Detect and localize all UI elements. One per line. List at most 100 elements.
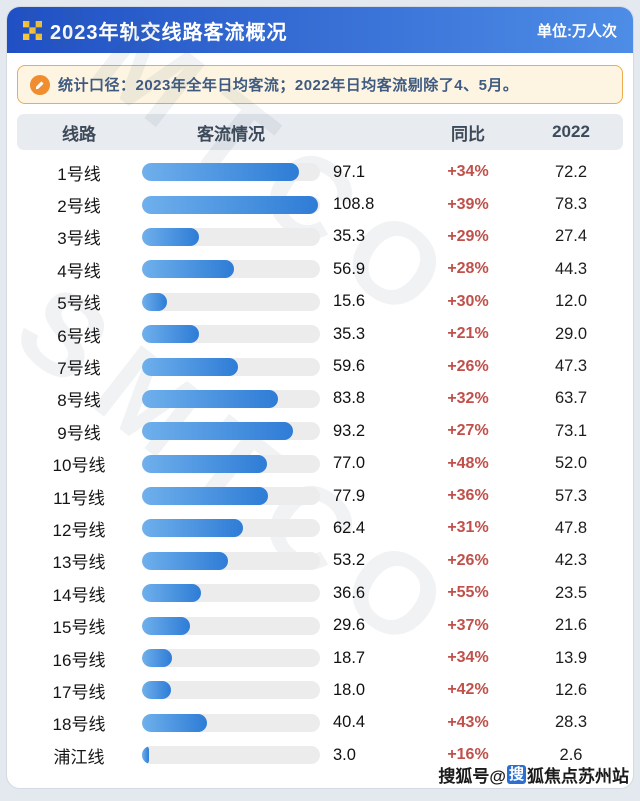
note-banner: 统计口径：2023年全年日均客流；2022年日均客流剔除了4、5月。 [17, 65, 623, 104]
flow-value: 56.9 [333, 259, 366, 278]
flow-bar [142, 389, 278, 408]
sohu-logo-badge: 搜 [506, 765, 526, 784]
yoy-value: +37% [447, 616, 489, 634]
prev-value: 72.2 [554, 162, 588, 181]
infographic-card: SMTCO SMTCO 2023年轨交线路客流概况 单位:万人次 统计口径 [6, 6, 634, 789]
yoy-value: +42% [447, 681, 489, 699]
flow-bar [142, 227, 200, 246]
line-label: 10号线 [52, 456, 106, 476]
flow-value: 83.8 [333, 389, 366, 408]
flow-bar-track [142, 681, 320, 700]
prev-value: 78.3 [554, 195, 588, 214]
footer-watermark-prefix: 搜狐号@ [438, 767, 506, 786]
flow-value: 93.2 [333, 421, 366, 440]
flow-bar [142, 260, 235, 279]
table-row: 16号线 18.7 +34% 13.9 [7, 642, 633, 674]
yoy-value: +34% [447, 163, 489, 181]
line-label: 5号线 [57, 294, 101, 314]
prev-value: 73.1 [554, 421, 588, 440]
prev-value: 57.3 [554, 486, 588, 505]
flow-bar-track [142, 551, 320, 570]
header-bar: 2023年轨交线路客流概况 单位:万人次 [7, 7, 633, 53]
flow-bar-track [142, 519, 320, 538]
column-header-yoy: 同比 [451, 124, 485, 144]
header-left: 2023年轨交线路客流概况 [23, 16, 288, 45]
flow-bar [142, 519, 243, 538]
table-row: 14号线 36.6 +55% 23.5 [7, 577, 633, 609]
column-header-flow: 客流情况 [197, 124, 265, 144]
flow-bar [142, 422, 293, 441]
prev-value: 21.6 [554, 616, 588, 635]
flow-value: 108.8 [333, 195, 375, 214]
table-row: 9号线 93.2 +27% 73.1 [7, 415, 633, 447]
yoy-value: +16% [447, 746, 489, 764]
flow-value: 77.0 [333, 454, 366, 473]
line-label: 17号线 [52, 682, 106, 702]
table-row: 18号线 40.4 +43% 28.3 [7, 707, 633, 739]
yoy-value: +36% [447, 487, 489, 505]
flow-bar-track [142, 260, 320, 279]
yoy-value: +29% [447, 227, 489, 245]
line-label: 9号线 [57, 423, 101, 443]
line-label: 2号线 [57, 197, 101, 217]
prev-value: 63.7 [554, 389, 588, 408]
yoy-value: +28% [447, 260, 489, 278]
table-row: 8号线 83.8 +32% 63.7 [7, 383, 633, 415]
flow-bar-track [142, 422, 320, 441]
table-row: 13号线 53.2 +26% 42.3 [7, 545, 633, 577]
flow-bar-track [142, 746, 320, 765]
footer-watermark-suffix: 狐焦点苏州站 [527, 767, 629, 786]
flow-bar [142, 616, 190, 635]
yoy-value: +26% [447, 551, 489, 569]
prev-value: 23.5 [554, 583, 588, 602]
flow-value: 15.6 [333, 292, 366, 311]
line-label: 7号线 [57, 359, 101, 379]
flow-bar-track [142, 163, 320, 182]
yoy-value: +55% [447, 584, 489, 602]
line-label: 15号线 [52, 618, 106, 638]
table-row: 3号线 35.3 +29% 27.4 [7, 221, 633, 253]
page-title: 2023年轨交线路客流概况 [50, 21, 288, 44]
flow-value: 18.0 [333, 680, 366, 699]
prev-value: 52.0 [554, 454, 588, 473]
line-label: 12号线 [52, 520, 106, 540]
flow-value: 53.2 [333, 551, 366, 570]
flow-bar-track [142, 584, 320, 603]
unit-label: 单位:万人次 [537, 22, 617, 40]
table-row: 6号线 35.3 +21% 29.0 [7, 318, 633, 350]
footer-watermark: 搜狐号@ 搜狐焦点苏州站 [438, 762, 629, 787]
flow-bar-track [142, 389, 320, 408]
line-label: 14号线 [52, 585, 106, 605]
prev-value: 44.3 [554, 259, 588, 278]
line-label: 11号线 [53, 488, 105, 508]
checkered-flag-icon [23, 20, 42, 40]
pencil-icon [30, 74, 50, 95]
table-row: 15号线 29.6 +37% 21.6 [7, 609, 633, 641]
prev-value: 42.3 [554, 551, 588, 570]
flow-value: 97.1 [333, 162, 366, 181]
flow-value: 77.9 [333, 486, 366, 505]
table-row: 4号线 56.9 +28% 44.3 [7, 253, 633, 285]
table-row: 1号线 97.1 +34% 72.2 [7, 156, 633, 188]
flow-bar-track [142, 325, 320, 344]
flow-value: 35.3 [333, 227, 366, 246]
flow-bar [142, 649, 173, 668]
yoy-value: +34% [447, 649, 489, 667]
line-label: 4号线 [57, 261, 101, 281]
table-row: 10号线 77.0 +48% 52.0 [7, 448, 633, 480]
yoy-value: +30% [447, 292, 489, 310]
yoy-value: +48% [447, 454, 489, 472]
yoy-value: +31% [447, 519, 489, 537]
flow-bar-track [142, 357, 320, 376]
table-body: 1号线 97.1 +34% 72.2 2号线 108.8 +39% 78.3 3… [7, 156, 633, 771]
flow-value: 40.4 [333, 713, 366, 732]
table-row: 11号线 77.9 +36% 57.3 [7, 480, 633, 512]
table-row: 浦江线 3.0 +16% 2.6 [7, 739, 633, 771]
table-row: 5号线 15.6 +30% 12.0 [7, 286, 633, 318]
column-header-line: 线路 [62, 124, 96, 144]
line-label: 6号线 [57, 326, 101, 346]
yoy-value: +43% [447, 713, 489, 731]
line-label: 3号线 [57, 229, 101, 249]
prev-value: 28.3 [554, 713, 588, 732]
flow-bar-track [142, 616, 320, 635]
